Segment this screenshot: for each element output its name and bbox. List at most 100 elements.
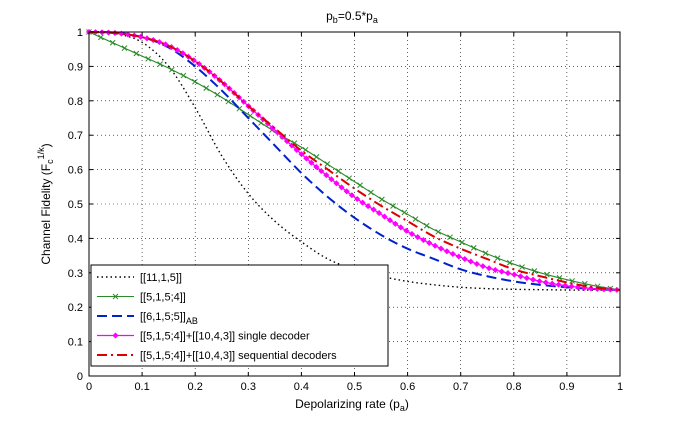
series-marker: [390, 203, 396, 209]
series-marker: [531, 268, 538, 274]
series-marker: [467, 258, 474, 265]
series-marker: [397, 224, 404, 231]
x-tick-label: 0.7: [453, 381, 468, 393]
series-marker: [118, 30, 125, 37]
legend-item: [[6,1,5;5]]AB: [97, 311, 198, 326]
legend-item: [[5,1,5;4]]+[[10,4,3]] sequential decode…: [97, 350, 337, 362]
legend-label: [[5,1,5;4]]: [140, 292, 186, 304]
legend-label: [[5,1,5;4]]+[[10,4,3]] single decoder: [140, 331, 310, 343]
series-marker: [324, 161, 331, 167]
series-marker: [354, 195, 361, 203]
series-marker: [157, 61, 163, 67]
series-marker: [470, 245, 477, 251]
x-axis-label: Depolarizing rate (pa): [295, 397, 409, 413]
series-marker: [214, 91, 221, 98]
series-marker: [523, 274, 530, 282]
x-tick-label: 0.3: [241, 381, 256, 393]
series-marker: [561, 282, 569, 289]
series-marker: [357, 182, 363, 189]
axis-ticks: 0 0.1 0.2 0.3 0.4 0.5 0.6 0.7 0.8 0.9 1 0 0.1 0.2 0.3 0…: [68, 27, 623, 393]
series-marker: [431, 242, 439, 249]
series-marker: [379, 196, 385, 203]
y-tick-label: 0.9: [68, 61, 83, 73]
series-marker: [408, 230, 416, 238]
series-marker: [492, 266, 499, 274]
series-marker: [542, 279, 549, 286]
series-marker: [323, 172, 330, 179]
series-marker: [313, 154, 320, 160]
series-11-1-5: [88, 31, 620, 291]
x-tick-label: 0.2: [188, 381, 203, 393]
series-marker: [414, 233, 421, 241]
y-tick-label: 0.7: [68, 130, 83, 142]
series-marker: [203, 85, 210, 91]
series-marker: [435, 228, 442, 235]
series-marker: [568, 283, 575, 290]
series-marker: [180, 72, 187, 79]
series-marker: [392, 220, 399, 227]
series-marker: [375, 209, 383, 217]
series-marker: [447, 234, 453, 241]
legend-item: [[5,1,5;4]]: [97, 292, 186, 304]
series-marker: [423, 222, 430, 229]
x-tick-label: 0.5: [347, 381, 362, 393]
legend-marker: [112, 332, 119, 339]
series-marker: [403, 227, 410, 234]
legend-label: [[11,1,5]]: [140, 272, 182, 284]
series-marker: [370, 206, 377, 213]
series-marker: [461, 255, 468, 263]
series-line: [88, 31, 620, 291]
series-marker: [145, 55, 152, 62]
series-marker: [569, 278, 575, 284]
series-marker: [443, 248, 451, 255]
series-marker: [302, 146, 309, 153]
series-marker: [536, 278, 543, 285]
series-marker: [225, 98, 232, 105]
series-marker: [124, 31, 132, 38]
series-marker: [338, 184, 345, 191]
series-line: [88, 31, 621, 291]
series-marker: [313, 163, 320, 171]
series-marker: [133, 50, 140, 57]
series-marker: [437, 245, 445, 252]
legend-label: [[6,1,5;5]]AB: [140, 311, 198, 326]
series-marker: [449, 250, 456, 258]
y-axis-label: Channel Fidelity (Fc1/k): [36, 143, 55, 264]
series-marker: [549, 280, 556, 287]
series-marker: [494, 255, 501, 261]
series-marker: [511, 271, 518, 278]
series-marker: [348, 192, 356, 199]
y-tick-label: 1: [77, 27, 83, 39]
series-marker: [426, 239, 433, 247]
x-tick-label: 0: [86, 381, 92, 393]
y-tick-label: 0.6: [68, 165, 83, 177]
y-tick-label: 0.5: [68, 199, 83, 211]
series-marker: [318, 167, 325, 175]
series-marker: [519, 264, 525, 270]
legend-item: [[11,1,5]]: [97, 272, 182, 284]
series-marker: [479, 263, 487, 270]
x-tick-label: 0.8: [506, 381, 521, 393]
y-tick-label: 0.4: [68, 233, 83, 245]
series-marker: [333, 180, 340, 187]
series-marker: [381, 213, 388, 220]
series-marker: [368, 189, 374, 196]
series-marker: [529, 276, 537, 283]
series-marker: [401, 209, 408, 216]
legend-item: [[5,1,5;4]]+[[10,4,3]] single decoder: [97, 331, 310, 343]
series-marker: [473, 260, 480, 268]
series-marker: [506, 259, 513, 266]
series-marker: [168, 66, 175, 73]
x-tick-label: 0.4: [294, 381, 309, 393]
y-tick-label: 0.1: [68, 337, 83, 349]
legend-label: [[5,1,5;4]]+[[10,4,3]] sequential decode…: [140, 350, 337, 362]
series-group: [85, 28, 621, 294]
x-tick-label: 1: [617, 381, 623, 393]
legend-marker: [112, 293, 119, 300]
x-tick-label: 0.6: [400, 381, 415, 393]
series-marker: [544, 271, 550, 278]
series-marker: [420, 236, 427, 244]
series-marker: [574, 284, 582, 291]
series-marker: [498, 268, 505, 275]
